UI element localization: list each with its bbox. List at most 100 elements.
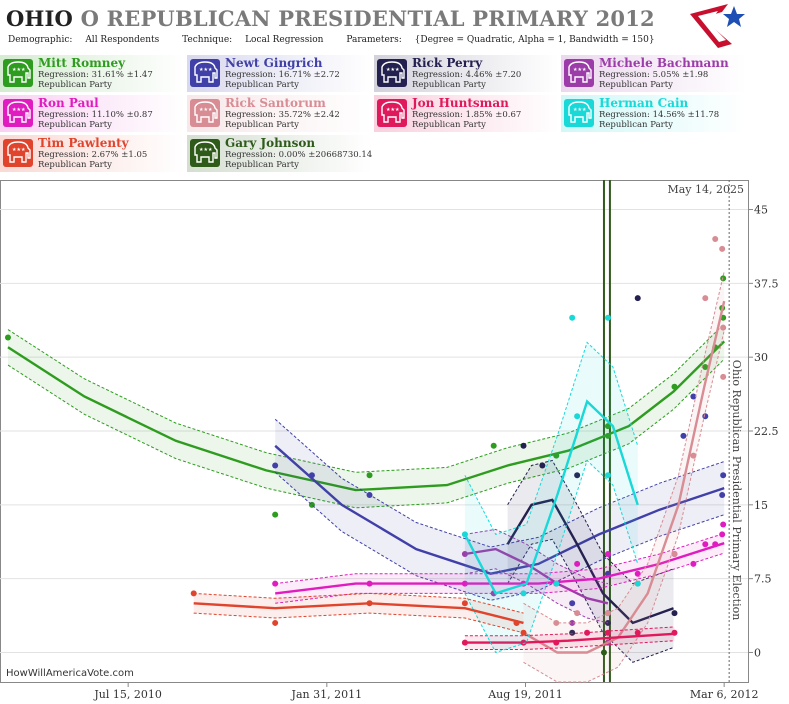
confidence-band bbox=[193, 593, 524, 633]
title-state: OHIO bbox=[6, 6, 74, 31]
poll-point bbox=[690, 560, 697, 567]
poll-point bbox=[671, 610, 678, 617]
poll-point bbox=[634, 629, 641, 636]
election-label: Ohio Republican Presidential Primary Ele… bbox=[730, 360, 743, 621]
poll-point bbox=[461, 600, 468, 607]
poll-point bbox=[366, 580, 373, 587]
republican-elephant-icon: ★★★ bbox=[377, 59, 407, 87]
regression-value: Regression: 11.10% ±0.87 bbox=[38, 110, 153, 120]
poll-point bbox=[308, 472, 315, 479]
svg-text:★★★: ★★★ bbox=[199, 147, 213, 153]
source-credit: HowWillAmericaVote.com bbox=[6, 668, 134, 679]
poll-point bbox=[272, 580, 279, 587]
legend-item-gary-johnson[interactable]: ★★★ Gary Johnson Regression: 0.00% ±206687… bbox=[187, 135, 372, 172]
regression-value: Regression: 14.56% ±11.78 bbox=[599, 110, 720, 120]
trend-line bbox=[506, 498, 674, 625]
series-tim-pawlenty bbox=[190, 590, 527, 636]
poll-point bbox=[584, 629, 591, 636]
site-logo-icon[interactable] bbox=[688, 2, 748, 50]
candidate-name: Jon Huntsman bbox=[412, 96, 509, 110]
poll-point bbox=[690, 393, 697, 400]
legend-item-herman-cain[interactable]: ★★★ Herman Cain Regression: 14.56% ±11.78 R… bbox=[561, 95, 746, 132]
series-jon-huntsman bbox=[461, 626, 678, 650]
confidence-band bbox=[275, 533, 725, 604]
legend-item-rick-perry[interactable]: ★★★ Rick Perry Regression: 4.46% ±7.20 Repu… bbox=[374, 55, 559, 92]
x-tick-label: Jan 31, 2011 bbox=[291, 688, 363, 701]
poll-point bbox=[553, 452, 560, 459]
y-tick-label: 37.5 bbox=[754, 277, 779, 290]
svg-text:★★★: ★★★ bbox=[199, 67, 213, 73]
band-upper bbox=[464, 528, 609, 585]
x-tick-label: Jul 15, 2010 bbox=[93, 688, 162, 701]
band-lower bbox=[523, 330, 725, 683]
y-tick-label: 45 bbox=[754, 204, 768, 217]
technique-value: Local Regression bbox=[245, 35, 324, 45]
legend-item-rick-santorum[interactable]: ★★★ Rick Santorum Regression: 35.72% ±2.42… bbox=[187, 95, 372, 132]
republican-elephant-icon: ★★★ bbox=[564, 99, 594, 127]
trend-line bbox=[275, 542, 725, 595]
poll-point bbox=[712, 541, 719, 548]
poll-point bbox=[366, 600, 373, 607]
confidence-band bbox=[464, 342, 638, 653]
svg-text:★★★: ★★★ bbox=[573, 107, 587, 113]
party-label: Republican Party bbox=[225, 80, 299, 90]
republican-elephant-icon: ★★★ bbox=[564, 59, 594, 87]
svg-text:★★★: ★★★ bbox=[199, 107, 213, 113]
poll-point bbox=[461, 580, 468, 587]
poll-point bbox=[574, 413, 581, 420]
poll-point bbox=[604, 472, 611, 479]
poll-point bbox=[671, 551, 678, 558]
poll-point bbox=[600, 649, 607, 656]
party-label: Republican Party bbox=[38, 120, 112, 130]
party-label: Republican Party bbox=[599, 80, 673, 90]
poll-point bbox=[461, 531, 468, 538]
regression-value: Regression: 4.46% ±7.20 bbox=[412, 70, 522, 80]
party-label: Republican Party bbox=[599, 120, 673, 130]
candidate-name: Gary Johnson bbox=[225, 136, 316, 150]
regression-value: Regression: 5.05% ±1.98 bbox=[599, 70, 709, 80]
poll-point bbox=[520, 442, 527, 449]
poll-point bbox=[690, 452, 697, 459]
title-rest: O REPUBLICAN PRESIDENTIAL PRIMARY 2012 bbox=[80, 6, 655, 31]
demographic-label: Demographic: bbox=[8, 35, 73, 45]
legend-item-mitt-romney[interactable]: ★★★ Mitt Romney Regression: 31.61% ±1.47 Re… bbox=[0, 55, 185, 92]
band-upper bbox=[193, 592, 524, 614]
poll-point bbox=[719, 245, 726, 252]
poll-point bbox=[4, 334, 11, 341]
poll-point bbox=[574, 610, 581, 617]
legend-item-ron-paul[interactable]: ★★★ Ron Paul Regression: 11.10% ±0.87 Repub… bbox=[0, 95, 185, 132]
regression-value: Regression: 35.72% ±2.42 bbox=[225, 110, 340, 120]
confidence-band bbox=[275, 419, 725, 601]
band-lower bbox=[507, 538, 674, 663]
poll-point bbox=[366, 472, 373, 479]
legend-item-jon-huntsman[interactable]: ★★★ Jon Huntsman Regression: 1.85% ±0.67 Re… bbox=[374, 95, 559, 132]
candidate-name: Mitt Romney bbox=[38, 56, 126, 70]
legend-item-tim-pawlenty[interactable]: ★★★ Tim Pawlenty Regression: 2.67% ±1.05 Re… bbox=[0, 135, 185, 172]
page-title: OHIO O REPUBLICAN PRESIDENTIAL PRIMARY 2… bbox=[6, 6, 655, 31]
poll-point bbox=[720, 373, 727, 380]
poll-point bbox=[574, 560, 581, 567]
parameters-label: Parameters: bbox=[346, 35, 402, 45]
legend-item-newt-gingrich[interactable]: ★★★ Newt Gingrich Regression: 16.71% ±2.72… bbox=[187, 55, 372, 92]
technique-label: Technique: bbox=[182, 35, 233, 45]
poll-point bbox=[461, 551, 468, 558]
svg-text:★★★: ★★★ bbox=[386, 107, 400, 113]
legend-item-michele-bachmann[interactable]: ★★★ Michele Bachmann Regression: 5.05% ±1.… bbox=[561, 55, 746, 92]
party-label: Republican Party bbox=[38, 160, 112, 170]
poll-point bbox=[490, 442, 497, 449]
trend-line bbox=[463, 399, 639, 595]
republican-elephant-icon: ★★★ bbox=[377, 99, 407, 127]
candidate-name: Herman Cain bbox=[599, 96, 689, 110]
band-upper bbox=[523, 271, 725, 624]
party-label: Republican Party bbox=[225, 120, 299, 130]
poll-point bbox=[553, 619, 560, 626]
poll-point bbox=[569, 629, 576, 636]
band-lower bbox=[7, 358, 725, 509]
y-tick-label: 15 bbox=[754, 499, 768, 512]
candidate-name: Ron Paul bbox=[38, 96, 99, 110]
poll-point bbox=[553, 580, 560, 587]
party-label: Republican Party bbox=[38, 80, 112, 90]
series-rick-perry bbox=[506, 295, 678, 663]
poll-point bbox=[569, 619, 576, 626]
